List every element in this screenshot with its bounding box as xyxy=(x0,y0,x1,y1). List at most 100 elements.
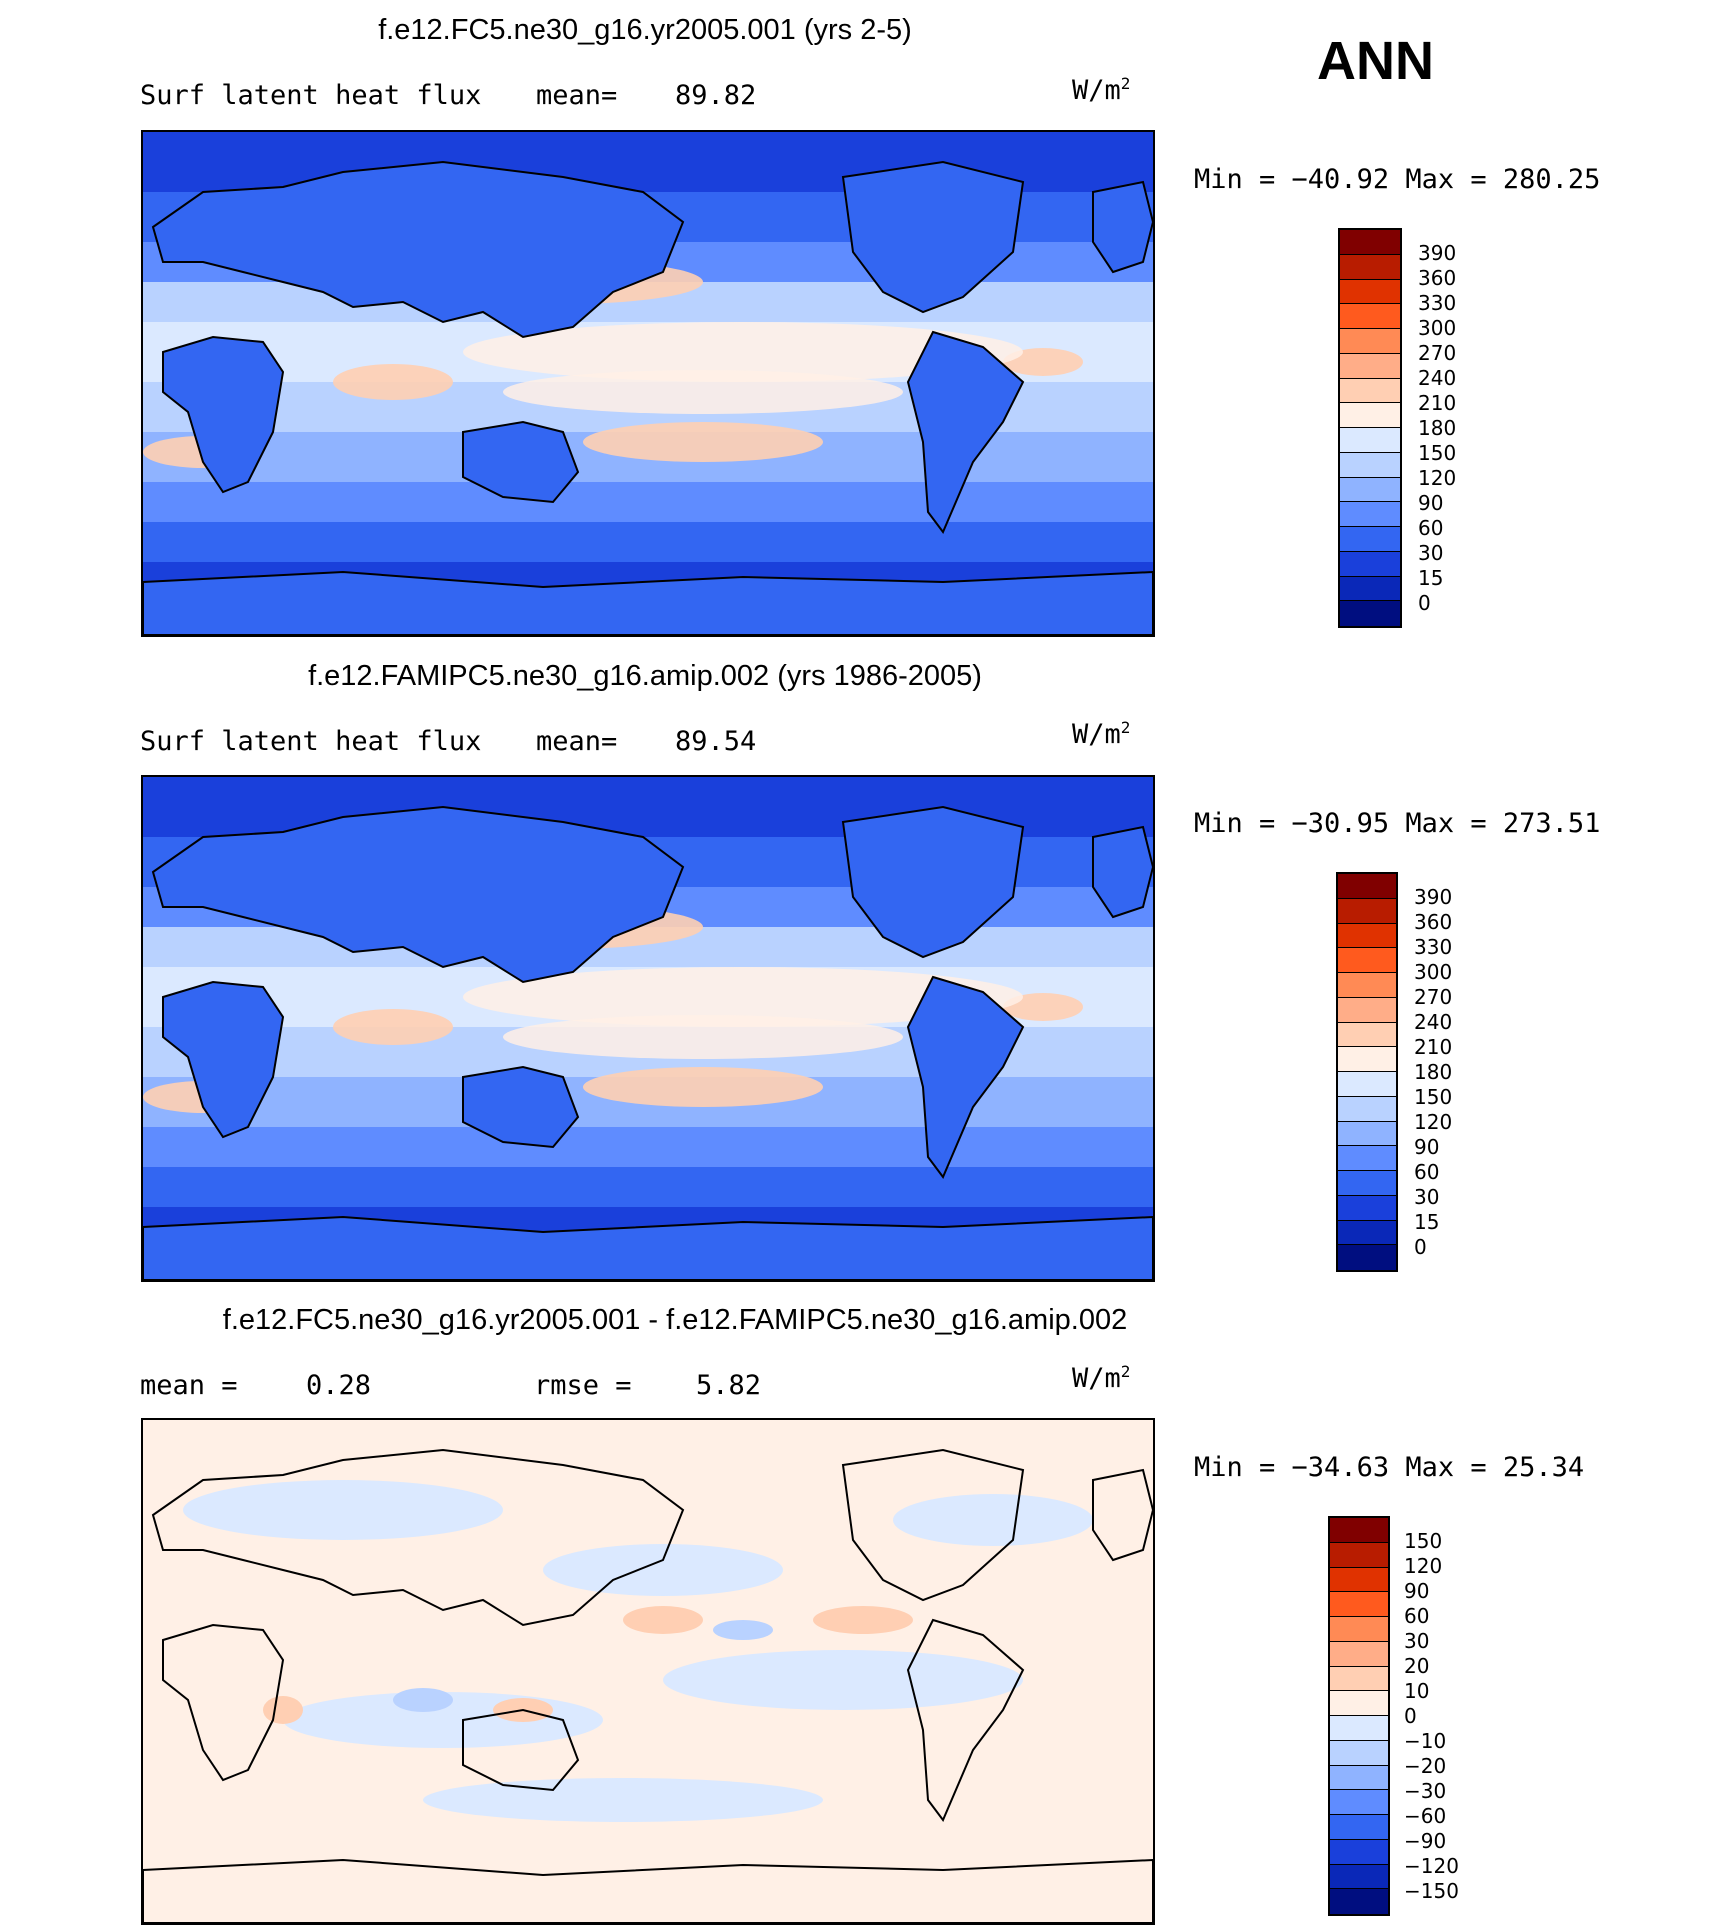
colorbar-segment xyxy=(1330,1617,1388,1642)
colorbar-level-label: 210 xyxy=(1414,1035,1453,1059)
panel-3-mean-value: 0.28 xyxy=(306,1370,372,1401)
colorbar-level-label: 0 xyxy=(1414,1235,1427,1259)
panel-1-map xyxy=(141,130,1155,637)
colorbar-segment xyxy=(1330,1790,1388,1815)
colorbar-level-label: 300 xyxy=(1418,316,1457,340)
colorbar-segment xyxy=(1340,353,1400,379)
panel-1-mean-value: 89.82 xyxy=(675,80,757,111)
colorbar-segment xyxy=(1340,378,1400,404)
colorbar-segment xyxy=(1330,1839,1388,1865)
colorbar-level-label: 120 xyxy=(1418,466,1457,490)
panel-2-title: f.e12.FAMIPC5.ne30_g16.amip.002 (yrs 198… xyxy=(308,660,982,692)
colorbar-segment xyxy=(1338,1171,1396,1196)
colorbar-segment xyxy=(1340,428,1400,453)
colorbar-segment xyxy=(1338,898,1396,924)
colorbar-level-label: −60 xyxy=(1404,1804,1447,1828)
colorbar-segment xyxy=(1330,1740,1388,1766)
colorbar-segment xyxy=(1330,1641,1388,1667)
colorbar-level-label: −90 xyxy=(1404,1829,1447,1853)
colorbar-segment xyxy=(1338,1146,1396,1171)
colorbar-segment xyxy=(1340,329,1400,354)
panel-3-rmse-value: 5.82 xyxy=(696,1370,762,1401)
panel-3-title: f.e12.FC5.ne30_g16.yr2005.001 - f.e12.FA… xyxy=(222,1304,1128,1336)
colorbar-level-label: 90 xyxy=(1404,1579,1430,1603)
colorbar-segment xyxy=(1330,1567,1388,1593)
colorbar-segment xyxy=(1340,502,1400,527)
colorbar-level-label: 150 xyxy=(1404,1529,1443,1553)
colorbar-level-label: −150 xyxy=(1404,1879,1459,1903)
colorbar-segment xyxy=(1330,1542,1388,1568)
panel-1-mean-label: mean= xyxy=(536,80,618,111)
panel-1-title: f.e12.FC5.ne30_g16.yr2005.001 (yrs 2-5) xyxy=(378,14,912,46)
colorbar-segment xyxy=(1338,948,1396,973)
colorbar-segment xyxy=(1340,304,1400,329)
colorbar-level-label: 15 xyxy=(1418,566,1444,590)
colorbar-level-label: 10 xyxy=(1404,1679,1430,1703)
panel-2-units: W/m2 xyxy=(1072,718,1131,750)
panel-3-map xyxy=(141,1418,1155,1925)
colorbar-level-label: 20 xyxy=(1404,1654,1430,1678)
colorbar-segment xyxy=(1338,1220,1396,1246)
colorbar-segment xyxy=(1338,1121,1396,1147)
colorbar-level-label: 180 xyxy=(1418,416,1457,440)
colorbar-segment xyxy=(1340,477,1400,503)
colorbar-segment xyxy=(1338,1195,1396,1221)
colorbar-level-label: 240 xyxy=(1414,1010,1453,1034)
colorbar-level-label: 360 xyxy=(1414,910,1453,934)
colorbar-segment xyxy=(1330,1518,1388,1543)
colorbar-level-label: 210 xyxy=(1418,391,1457,415)
colorbar-segment xyxy=(1340,576,1400,602)
colorbar-level-label: 60 xyxy=(1404,1604,1430,1628)
colorbar-segment xyxy=(1330,1691,1388,1716)
panel-1-map-field xyxy=(143,132,1153,635)
colorbar-segment xyxy=(1330,1889,1388,1914)
colorbar-level-label: 390 xyxy=(1418,241,1457,265)
colorbar-segment xyxy=(1338,1022,1396,1048)
panel-1-colorbar xyxy=(1338,228,1402,628)
colorbar-level-label: −30 xyxy=(1404,1779,1447,1803)
colorbar-level-label: −120 xyxy=(1404,1854,1459,1878)
colorbar-segment xyxy=(1340,527,1400,552)
colorbar-segment xyxy=(1338,1096,1396,1122)
colorbar-level-label: 270 xyxy=(1414,985,1453,1009)
colorbar-segment xyxy=(1340,254,1400,280)
colorbar-level-label: 330 xyxy=(1414,935,1453,959)
colorbar-segment xyxy=(1330,1592,1388,1617)
colorbar-segment xyxy=(1340,551,1400,577)
panel-3-rmse-label: rmse = xyxy=(534,1370,632,1401)
colorbar-level-label: 90 xyxy=(1418,491,1444,515)
colorbar-level-label: 30 xyxy=(1404,1629,1430,1653)
colorbar-level-label: 120 xyxy=(1414,1110,1453,1134)
colorbar-segment xyxy=(1340,601,1400,626)
colorbar-level-label: −20 xyxy=(1404,1754,1447,1778)
panel-3-min-max: Min = −34.63 Max = 25.34 xyxy=(1194,1452,1585,1483)
colorbar-level-label: 180 xyxy=(1414,1060,1453,1084)
panel-3-map-field xyxy=(143,1420,1153,1923)
colorbar-level-label: 390 xyxy=(1414,885,1453,909)
colorbar-level-label: 120 xyxy=(1404,1554,1443,1578)
colorbar-segment xyxy=(1330,1864,1388,1890)
panel-2-map-field xyxy=(143,777,1153,1280)
colorbar-level-label: 60 xyxy=(1414,1160,1440,1184)
colorbar-level-label: 15 xyxy=(1414,1210,1440,1234)
panel-1-units: W/m2 xyxy=(1072,74,1131,106)
colorbar-segment xyxy=(1338,1047,1396,1072)
panel-3-units: W/m2 xyxy=(1072,1362,1131,1394)
colorbar-level-label: 0 xyxy=(1418,591,1431,615)
colorbar-segment xyxy=(1338,997,1396,1023)
colorbar-segment xyxy=(1340,452,1400,478)
colorbar-level-label: 360 xyxy=(1418,266,1457,290)
colorbar-level-label: 30 xyxy=(1414,1185,1440,1209)
colorbar-segment xyxy=(1340,230,1400,255)
colorbar-level-label: 150 xyxy=(1418,441,1457,465)
colorbar-level-label: 30 xyxy=(1418,541,1444,565)
colorbar-segment xyxy=(1340,403,1400,428)
colorbar-level-label: 90 xyxy=(1414,1135,1440,1159)
colorbar-level-label: 60 xyxy=(1418,516,1444,540)
colorbar-segment xyxy=(1338,874,1396,899)
panel-1-variable-label: Surf latent heat flux xyxy=(140,80,482,111)
panel-3-mean-label: mean = xyxy=(140,1370,238,1401)
colorbar-level-label: 150 xyxy=(1414,1085,1453,1109)
colorbar-level-label: 300 xyxy=(1414,960,1453,984)
colorbar-level-label: 0 xyxy=(1404,1704,1417,1728)
